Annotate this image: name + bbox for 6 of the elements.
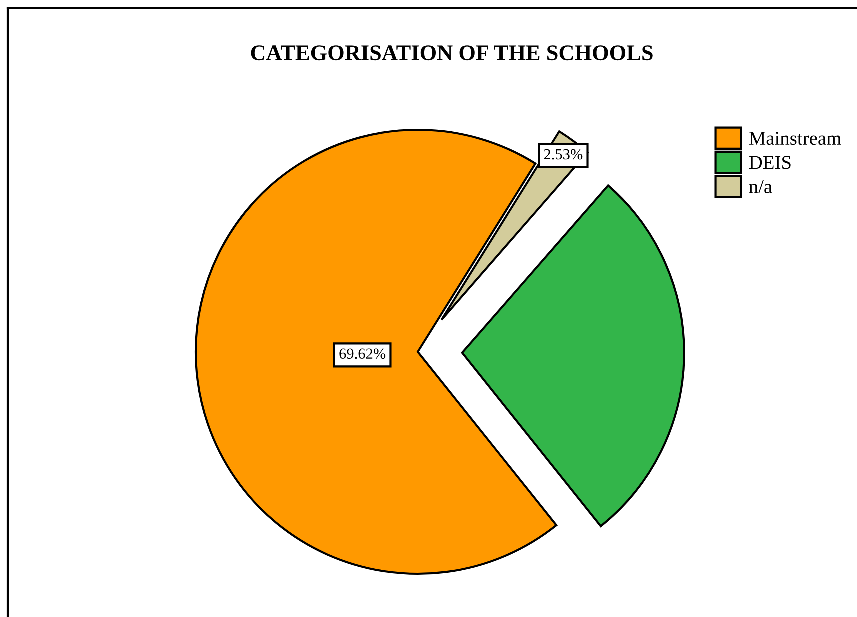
legend-label: Mainstream [749,132,842,146]
data-label: 69.62% [340,348,386,360]
legend-label: DEIS [749,156,791,170]
legend-label: n/a [749,180,772,194]
data-label: 2.53% [544,149,583,160]
chart-title: CATEGORISATION OF THE SCHOOLS [251,46,653,61]
